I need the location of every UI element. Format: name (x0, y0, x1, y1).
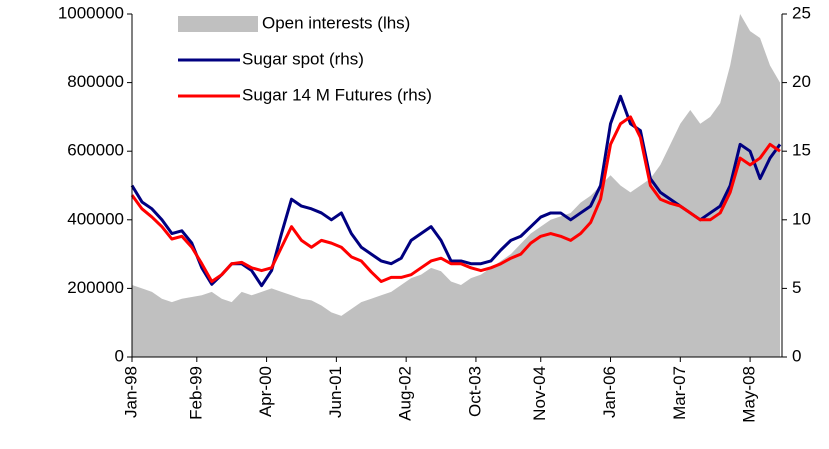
legend-swatch (178, 16, 258, 32)
x-tick-label: Oct-03 (465, 366, 484, 417)
x-tick-label: Nov-04 (530, 366, 549, 421)
x-tick-label: Aug-02 (396, 366, 415, 421)
area (132, 14, 780, 357)
y2-tick-label: 5 (792, 278, 801, 297)
y2-tick-label: 0 (792, 346, 801, 365)
y2-tick-label: 25 (792, 3, 811, 22)
line (130, 115, 781, 284)
y2-tick-label: 15 (792, 141, 811, 160)
y2-tick-label: 10 (792, 209, 811, 228)
x-tick-label: Jan-98 (121, 366, 140, 418)
y-tick-label: 400000 (67, 209, 124, 228)
y2-tick-label: 20 (792, 72, 811, 91)
x-tick-label: Mar-07 (670, 366, 689, 420)
x-tick-label: Jun-01 (326, 366, 345, 418)
y-tick-label: 600000 (67, 141, 124, 160)
x-tick-label: May-08 (740, 366, 759, 423)
x-tick-label: Apr-00 (256, 366, 275, 417)
x-tick-label: Feb-99 (186, 366, 205, 420)
y-tick-label: 1000000 (58, 3, 124, 22)
legend-label: Sugar 14 M Futures (rhs) (242, 85, 432, 104)
y-tick-label: 200000 (67, 278, 124, 297)
y-tick-label: 800000 (67, 72, 124, 91)
y-tick-label: 0 (115, 346, 124, 365)
legend-label: Open interests (lhs) (262, 13, 410, 32)
legend-label: Sugar spot (rhs) (242, 49, 364, 68)
x-tick-label: Jan-06 (600, 366, 619, 418)
